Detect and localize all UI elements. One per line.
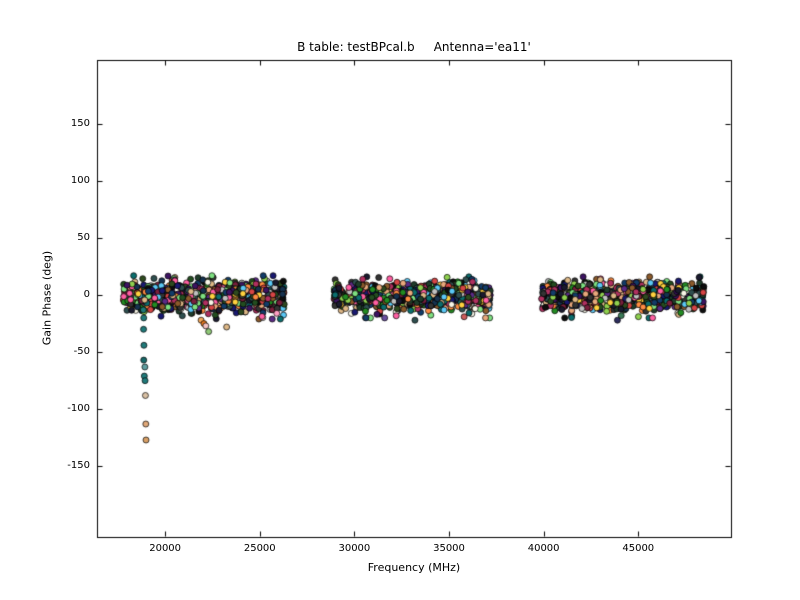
x-axis-label: Frequency (MHz)	[367, 561, 461, 574]
y-tick-label: 0	[83, 289, 90, 301]
plot-title: B table: testBPcal.b Antenna='ea11'	[297, 40, 531, 54]
y-tick-label: 100	[70, 174, 90, 186]
y-tick-label: -100	[67, 403, 90, 415]
y-tick-label: 50	[77, 232, 90, 244]
y-tick-label: -150	[67, 460, 90, 472]
x-tick-label: 35000	[433, 543, 465, 554]
y-tick-label: -50	[73, 346, 90, 358]
x-tick-label: 25000	[243, 543, 276, 554]
x-tick-label: 45000	[622, 543, 655, 554]
x-tick-label: 20000	[149, 543, 182, 554]
x-tick-label: 30000	[338, 543, 371, 554]
x-tick-label: 40000	[527, 543, 560, 554]
y-tick-label: 150	[70, 117, 90, 129]
